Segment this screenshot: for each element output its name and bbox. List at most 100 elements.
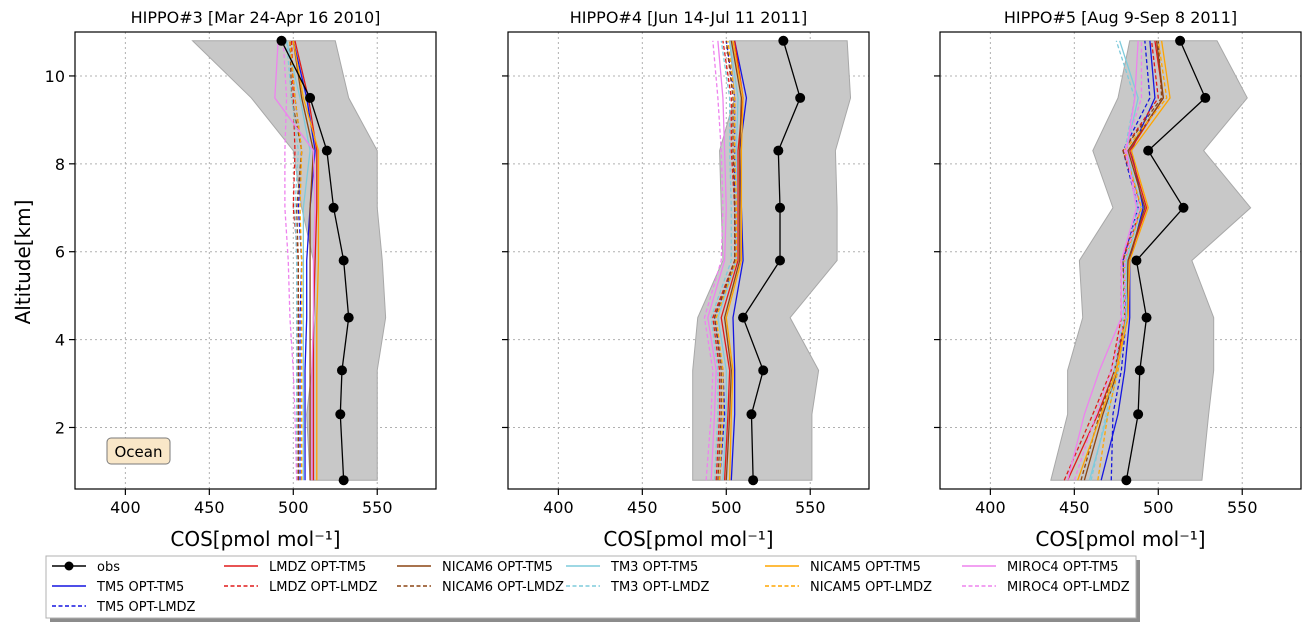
- x-tick-label: 500: [1143, 498, 1174, 517]
- obs-point: [775, 202, 786, 213]
- model-line-lmdz-opt-tm5: [294, 40, 318, 481]
- legend-label: TM5 OPT-LMDZ: [96, 600, 196, 615]
- model-line-nicam6-opt-lmdz: [289, 40, 303, 481]
- legend-label: NICAM5 OPT-LMDZ: [810, 580, 932, 595]
- obs-point: [321, 145, 332, 156]
- uncertainty-band: [692, 40, 852, 481]
- legend-label: MIROC4 OPT-TM5: [1007, 560, 1119, 575]
- x-tick-label: 450: [194, 498, 225, 517]
- obs-point: [1178, 202, 1189, 213]
- uncertainty-band: [1050, 40, 1252, 481]
- model-line-nicam6-opt-tm5: [723, 40, 743, 481]
- legend-item-nicam6-opt-lmdz: NICAM6 OPT-LMDZ: [397, 580, 564, 595]
- legend-label: TM3 OPT-TM5: [610, 560, 698, 575]
- model-line-nicam5-opt-tm5: [292, 40, 320, 481]
- x-axis-label: COS[pmol mol⁻¹]: [1035, 527, 1205, 551]
- legend-item-tm5-opt-tm5: TM5 OPT-TM5: [52, 580, 184, 595]
- panel-title: HIPPO#5 [Aug 9-Sep 8 2011]: [1004, 8, 1237, 27]
- model-line-tm3-opt-lmdz: [710, 40, 732, 481]
- panel-1: 400 450 500 550 2 4 6 8 10 HIPPO#3 [Mar 24-Apr 16…: [45, 8, 437, 551]
- obs-point: [795, 92, 806, 103]
- obs-point: [328, 202, 339, 213]
- legend-item-obs: obs: [52, 560, 120, 575]
- legend-item-nicam6-opt-tm5: NICAM6 OPT-TM5: [397, 560, 553, 575]
- y-tick-label: 2: [55, 418, 65, 437]
- plot-content: [692, 35, 852, 486]
- y-axis-label: Altitude[km]: [11, 200, 35, 325]
- legend-label: MIROC4 OPT-LMDZ: [1007, 580, 1130, 595]
- legend-label: NICAM6 OPT-TM5: [442, 560, 553, 575]
- legend-item-tm3-opt-tm5: TM3 OPT-TM5: [566, 560, 698, 575]
- model-line-miroc4-opt-tm5: [274, 40, 316, 481]
- ocean-annotation-box: [106, 437, 171, 465]
- x-tick-label: 400: [543, 498, 574, 517]
- x-axis-label: COS[pmol mol⁻¹]: [170, 527, 340, 551]
- obs-point: [778, 35, 789, 46]
- obs-point: [1200, 92, 1211, 103]
- obs-point: [338, 475, 349, 486]
- panel-title: HIPPO#3 [Mar 24-Apr 16 2010]: [131, 8, 381, 27]
- x-tick-label: 550: [362, 498, 393, 517]
- x-tick-label: 450: [1059, 498, 1090, 517]
- x-tick-label: 400: [975, 498, 1006, 517]
- obs-point: [336, 365, 347, 376]
- legend-label: TM5 OPT-TM5: [96, 580, 184, 595]
- legend-item-lmdz-opt-tm5: LMDZ OPT-TM5: [224, 560, 366, 575]
- legend-item-miroc4-opt-tm5: MIROC4 OPT-TM5: [962, 560, 1119, 575]
- obs-point: [1134, 365, 1145, 376]
- x-axis-label: COS[pmol mol⁻¹]: [603, 527, 773, 551]
- plot-content: [1050, 35, 1252, 486]
- model-line-nicam5-opt-lmdz: [1097, 40, 1168, 481]
- ocean-annotation: Ocean: [115, 443, 163, 461]
- plot-frame: [74, 31, 437, 490]
- x-tick-label: 450: [627, 498, 658, 517]
- y-tick-label: 8: [55, 155, 65, 174]
- model-line-tm5-opt-tm5: [730, 40, 748, 481]
- model-line-nicam5-opt-lmdz: [289, 40, 303, 481]
- y-tick-label: 6: [55, 243, 65, 262]
- model-line-tm5-opt-lmdz: [1110, 40, 1151, 481]
- obs-point: [748, 475, 759, 486]
- obs-point: [773, 145, 784, 156]
- obs-point: [1133, 409, 1144, 420]
- legend-item-lmdz-opt-lmdz: LMDZ OPT-LMDZ: [224, 580, 377, 595]
- model-line-nicam6-opt-tm5: [292, 40, 315, 481]
- obs-point: [738, 312, 749, 323]
- legend-label: LMDZ OPT-TM5: [269, 560, 366, 575]
- model-line-tm5-opt-tm5: [292, 40, 316, 481]
- obs-point: [335, 409, 346, 420]
- x-tick-label: 500: [711, 498, 742, 517]
- obs-point: [1143, 145, 1154, 156]
- obs-point: [343, 312, 354, 323]
- model-line-nicam6-opt-lmdz: [1080, 40, 1163, 481]
- obs-point: [775, 255, 786, 266]
- panel-2: 400 450 500 550 HIPPO#4 [Jun 14-Jul 11 2011]…: [502, 8, 870, 551]
- model-line-tm3-opt-tm5: [285, 40, 311, 481]
- model-line-miroc4-opt-lmdz: [1073, 40, 1143, 481]
- plot-frame: [507, 31, 870, 490]
- x-tick-label: 550: [795, 498, 826, 517]
- y-tick-label: 10: [45, 67, 65, 86]
- obs-point: [746, 409, 757, 420]
- model-line-nicam6-opt-tm5: [1083, 40, 1164, 481]
- y-tick-label: 4: [55, 331, 65, 350]
- legend-label: TM3 OPT-LMDZ: [610, 580, 710, 595]
- obs-point: [276, 35, 287, 46]
- obs-point: [758, 365, 769, 376]
- x-tick-label: 550: [1227, 498, 1258, 517]
- x-tick-label: 400: [110, 498, 141, 517]
- legend: obs TM5 OPT-TM5 TM5 OPT-LMDZ LMDZ OPT-TM5 LM…: [45, 555, 1140, 622]
- legend-label: NICAM5 OPT-TM5: [810, 560, 921, 575]
- model-line-miroc4-opt-tm5: [707, 40, 727, 481]
- obs-point: [1131, 255, 1142, 266]
- model-line-miroc4-opt-lmdz: [703, 40, 724, 481]
- model-line-nicam6-opt-lmdz: [713, 40, 736, 481]
- legend-label: obs: [97, 560, 120, 575]
- obs-point: [1121, 475, 1132, 486]
- legend-item-miroc4-opt-lmdz: MIROC4 OPT-LMDZ: [962, 580, 1130, 595]
- obs-point: [338, 255, 349, 266]
- plot-content: [191, 35, 387, 486]
- model-line-nicam5-opt-tm5: [725, 40, 744, 481]
- legend-label: LMDZ OPT-LMDZ: [269, 580, 377, 595]
- panel-3: 400 450 500 550 HIPPO#5 [Aug 9-Sep 8 2011] CO…: [934, 8, 1302, 551]
